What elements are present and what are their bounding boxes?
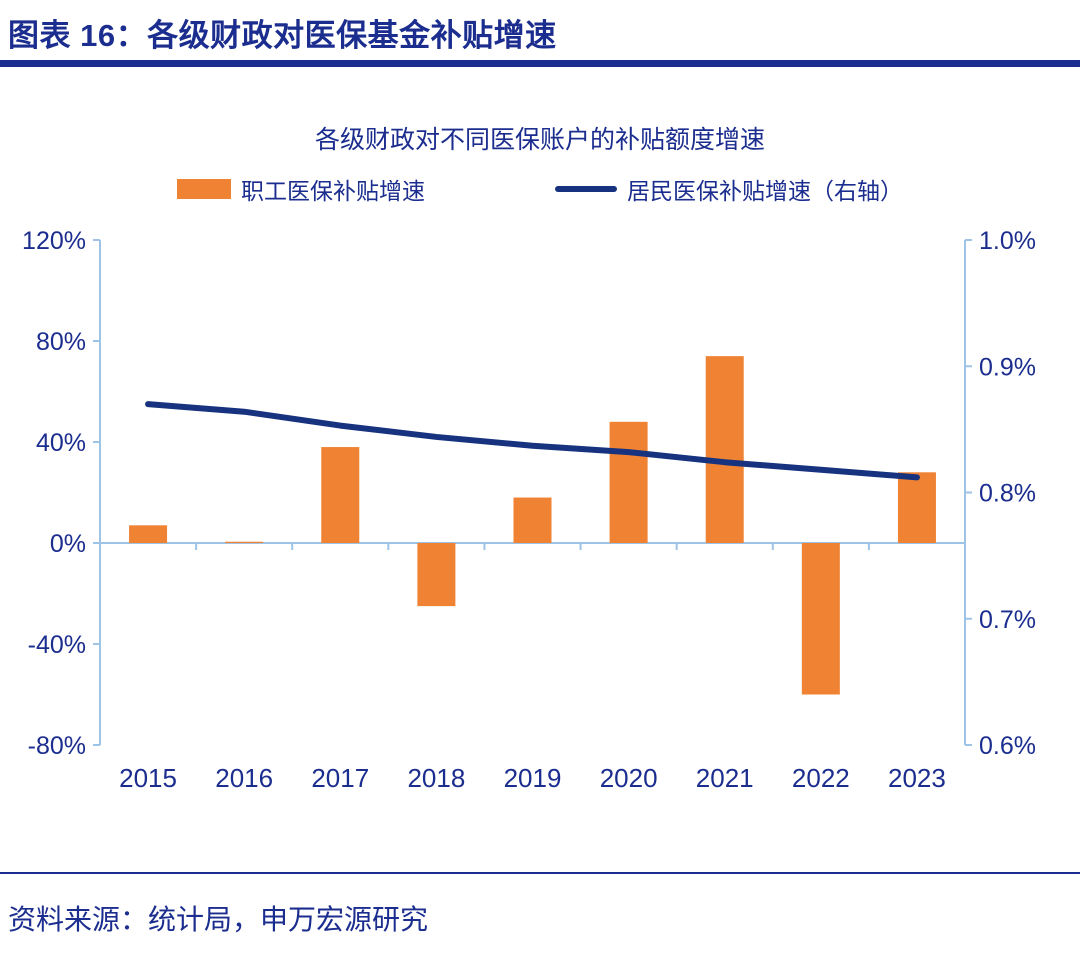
trend-line <box>145 401 920 481</box>
bar-2015 <box>129 525 168 543</box>
left-axis-label: -40% <box>28 631 86 659</box>
legend-item-line: 居民医保补贴增速（右轴） <box>555 172 903 206</box>
right-axis-label: 0.7% <box>979 606 1036 634</box>
right-axis-label: 1.0% <box>979 227 1036 255</box>
x-axis-label-2019: 2019 <box>504 763 562 793</box>
x-axis-label-2015: 2015 <box>119 763 177 793</box>
right-axis-label: 0.9% <box>979 353 1036 381</box>
legend-line-label: 居民医保补贴增速（右轴） <box>627 178 903 204</box>
x-axis-label-2022: 2022 <box>792 763 850 793</box>
x-axis-label-2017: 2017 <box>311 763 369 793</box>
bar-2020 <box>609 421 648 543</box>
left-axis-label: -80% <box>28 732 86 760</box>
left-axis-label: 40% <box>36 429 86 457</box>
bar-2023 <box>897 472 936 543</box>
x-axis-label-2021: 2021 <box>696 763 754 793</box>
x-axis-label-2016: 2016 <box>215 763 273 793</box>
bar-2021 <box>705 356 744 543</box>
bar-2017 <box>321 447 360 543</box>
right-axis-label: 0.8% <box>979 480 1036 508</box>
footer-divider <box>0 872 1080 874</box>
chart-title: 各级财政对不同医保账户的补贴额度增速 <box>314 126 765 154</box>
x-axis-label-2018: 2018 <box>407 763 465 793</box>
bar-2019 <box>513 497 552 543</box>
chart-legend: 职工医保补贴增速 居民医保补贴增速（右轴） <box>0 172 1080 206</box>
bar-2016 <box>225 541 264 543</box>
bar-2022 <box>801 543 840 695</box>
left-axis-label: 120% <box>22 227 86 255</box>
bar-swatch-icon <box>177 179 231 199</box>
x-axis-label-2020: 2020 <box>600 763 658 793</box>
right-axis-label: 0.6% <box>979 732 1036 760</box>
left-axis-label: 80% <box>36 328 86 356</box>
header-divider <box>0 60 1080 67</box>
bar-2018 <box>417 543 456 607</box>
x-axis-label-2023: 2023 <box>888 763 946 793</box>
legend-item-bar: 职工医保补贴增速 <box>177 172 425 206</box>
left-axis-label: 0% <box>50 530 86 558</box>
subsidy-growth-chart: 120% 80% 40% 0% -40% -80% 1.0% 0.9% 0.8% 0.7% 0.6%… <box>22 227 1036 793</box>
source-note: 资料来源：统计局，申万宏源研究 <box>8 904 429 935</box>
line-swatch-icon <box>555 186 617 192</box>
legend-bar-label: 职工医保补贴增速 <box>241 178 425 204</box>
figure-title: 图表 16：各级财政对医保基金补贴增速 <box>8 18 557 53</box>
